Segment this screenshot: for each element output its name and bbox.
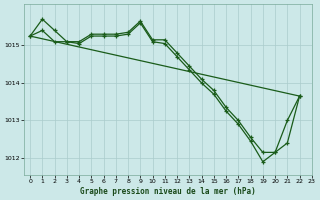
X-axis label: Graphe pression niveau de la mer (hPa): Graphe pression niveau de la mer (hPa) <box>80 187 256 196</box>
